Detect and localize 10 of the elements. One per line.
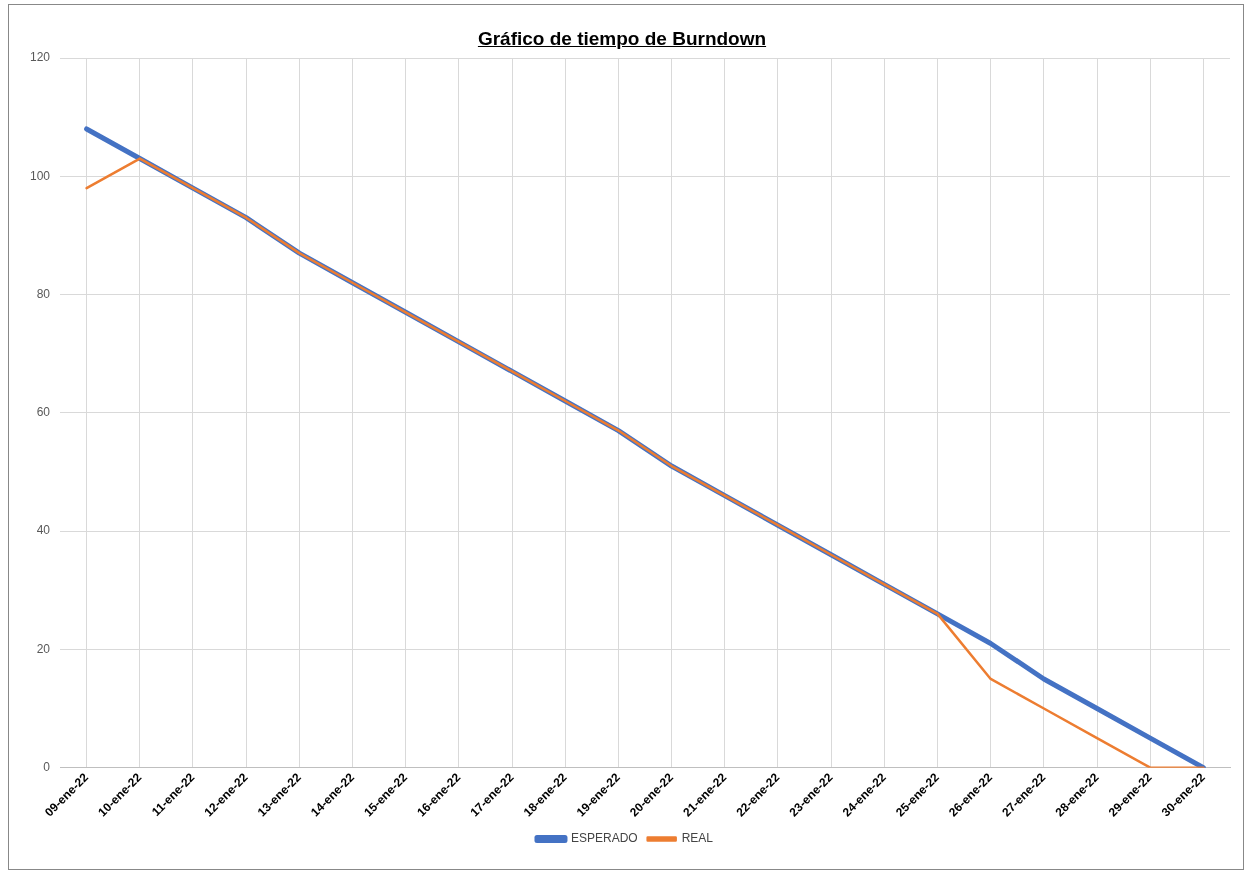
legend-label: REAL [681,831,714,846]
y-tick-label: 20 [36,641,51,656]
y-tick-label: 0 [43,759,51,774]
y-tick-label: 80 [36,286,51,301]
y-tick-label: 40 [36,523,51,538]
y-tick-label: 100 [29,168,51,183]
chart-title: Gráfico de tiempo de Burndown [477,28,767,49]
legend-label: ESPERADO [570,831,638,846]
y-tick-label: 60 [36,405,51,420]
y-tick-label: 120 [29,50,51,65]
